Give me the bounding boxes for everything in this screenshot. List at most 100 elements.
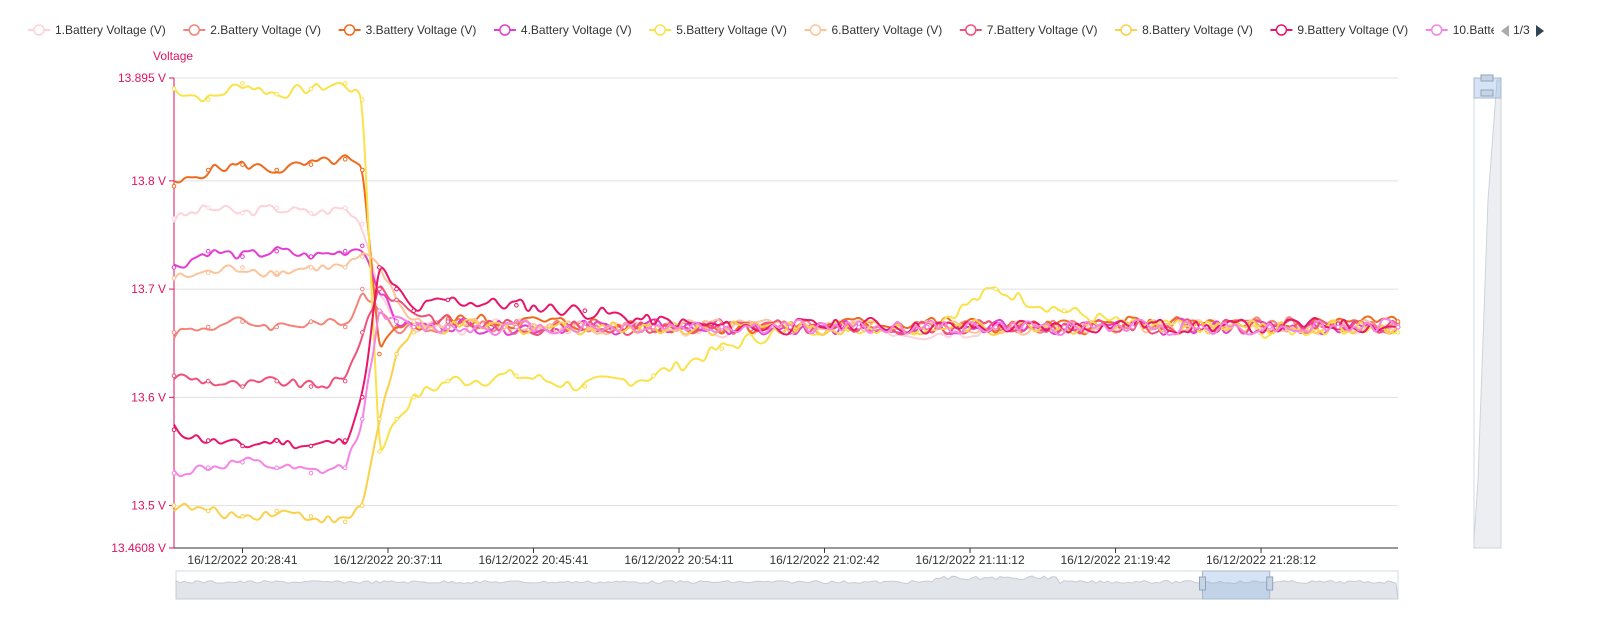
series-point[interactable] — [1061, 308, 1067, 314]
series-point[interactable] — [171, 265, 177, 270]
series-line[interactable] — [173, 154, 1399, 348]
legend-item[interactable]: 5.Battery Voltage (V) — [649, 23, 787, 37]
series-point[interactable] — [411, 330, 417, 335]
legend-item[interactable]: 4.Battery Voltage (V) — [493, 23, 632, 37]
series-point[interactable] — [342, 205, 348, 211]
triangle-left-icon[interactable] — [1501, 25, 1509, 37]
series-point[interactable] — [274, 205, 280, 211]
series-point[interactable] — [411, 308, 417, 314]
series-point[interactable] — [342, 324, 348, 330]
series-point[interactable] — [394, 351, 399, 357]
series-point[interactable] — [308, 514, 314, 519]
series-point[interactable] — [240, 162, 245, 167]
series-point[interactable] — [274, 438, 280, 443]
series-point[interactable] — [377, 416, 382, 422]
series-point[interactable] — [171, 276, 177, 281]
data-zoom-handle-right[interactable] — [1266, 576, 1274, 591]
legend-item[interactable]: 7.Battery Voltage (V) — [959, 23, 1098, 37]
series-point[interactable] — [394, 286, 399, 292]
series-point[interactable] — [171, 373, 177, 379]
series-point[interactable] — [171, 427, 177, 433]
series-line[interactable] — [173, 204, 1399, 341]
series-point[interactable] — [274, 378, 280, 384]
series-point[interactable] — [582, 308, 588, 314]
series-point[interactable] — [651, 319, 656, 324]
series-point[interactable] — [342, 519, 348, 525]
legend-item[interactable]: 10.Battery Voltage (V) — [1425, 23, 1570, 37]
series-point[interactable] — [651, 324, 656, 330]
legend-item[interactable]: 3.Battery Voltage (V) — [338, 23, 477, 37]
series-point[interactable] — [205, 167, 211, 173]
series-point[interactable] — [308, 443, 314, 449]
series-point[interactable] — [205, 248, 211, 254]
series-point[interactable] — [993, 324, 999, 330]
series-point[interactable] — [240, 81, 245, 86]
series-point[interactable] — [342, 378, 348, 384]
series-point[interactable] — [360, 221, 365, 227]
series-point[interactable] — [360, 243, 365, 249]
data-zoom-slider[interactable] — [175, 570, 1399, 600]
series-point[interactable] — [1395, 330, 1401, 335]
series-point[interactable] — [582, 384, 588, 389]
series-point[interactable] — [719, 324, 725, 330]
series-point[interactable] — [171, 216, 177, 221]
series-point[interactable] — [274, 465, 280, 471]
triangle-right-icon[interactable] — [1536, 25, 1544, 37]
series-point[interactable] — [342, 81, 348, 86]
series-point[interactable] — [205, 378, 211, 384]
series-point[interactable] — [205, 97, 211, 102]
series-point[interactable] — [360, 97, 365, 102]
series-point[interactable] — [342, 465, 348, 471]
series-point[interactable] — [360, 167, 365, 173]
vertical-zoom-handle-bottom[interactable] — [1480, 89, 1494, 97]
series-point[interactable] — [651, 373, 656, 379]
series-point[interactable] — [171, 330, 177, 335]
series-point[interactable] — [240, 211, 245, 216]
series-point[interactable] — [308, 265, 314, 270]
series-point[interactable] — [171, 503, 177, 508]
series-point[interactable] — [240, 319, 245, 324]
series-point[interactable] — [342, 156, 348, 162]
series-point[interactable] — [445, 319, 451, 324]
data-zoom-handle-left[interactable] — [1199, 576, 1206, 591]
series-point[interactable] — [377, 286, 382, 292]
series-point[interactable] — [394, 416, 399, 422]
series-point[interactable] — [342, 248, 348, 254]
series-point[interactable] — [308, 384, 314, 389]
series-point[interactable] — [360, 503, 365, 508]
series-point[interactable] — [308, 254, 314, 259]
series-line[interactable] — [173, 266, 1399, 450]
series-point[interactable] — [360, 254, 365, 259]
series-point[interactable] — [240, 254, 245, 259]
series-point[interactable] — [411, 324, 417, 330]
series-point[interactable] — [360, 286, 365, 292]
legend-item[interactable]: 9.Battery Voltage (V) — [1270, 23, 1408, 37]
series-point[interactable] — [411, 319, 417, 324]
legend-item[interactable]: 1.Battery Voltage (V) — [28, 23, 166, 37]
series-point[interactable] — [445, 378, 451, 384]
series-point[interactable] — [274, 508, 280, 514]
series-point[interactable] — [308, 162, 314, 167]
series-point[interactable] — [240, 384, 245, 389]
series-point[interactable] — [308, 211, 314, 216]
series-point[interactable] — [274, 270, 280, 276]
series-point[interactable] — [205, 465, 211, 471]
series-point[interactable] — [394, 319, 399, 324]
series-point[interactable] — [205, 270, 211, 276]
series-point[interactable] — [514, 303, 519, 308]
series-point[interactable] — [924, 324, 930, 330]
series-point[interactable] — [205, 324, 211, 330]
legend-item[interactable]: 2.Battery Voltage (V) — [183, 23, 321, 37]
series-point[interactable] — [240, 265, 245, 270]
legend-item[interactable]: 6.Battery Voltage (V) — [804, 23, 943, 37]
series-point[interactable] — [411, 395, 417, 400]
series-line[interactable] — [173, 309, 1399, 478]
series-point[interactable] — [171, 183, 177, 189]
series-point[interactable] — [308, 470, 314, 476]
series-point[interactable] — [205, 205, 211, 211]
series-point[interactable] — [377, 308, 382, 314]
series-point[interactable] — [514, 373, 519, 379]
series-point[interactable] — [360, 416, 365, 422]
series-point[interactable] — [274, 248, 280, 254]
series-point[interactable] — [1267, 324, 1272, 330]
